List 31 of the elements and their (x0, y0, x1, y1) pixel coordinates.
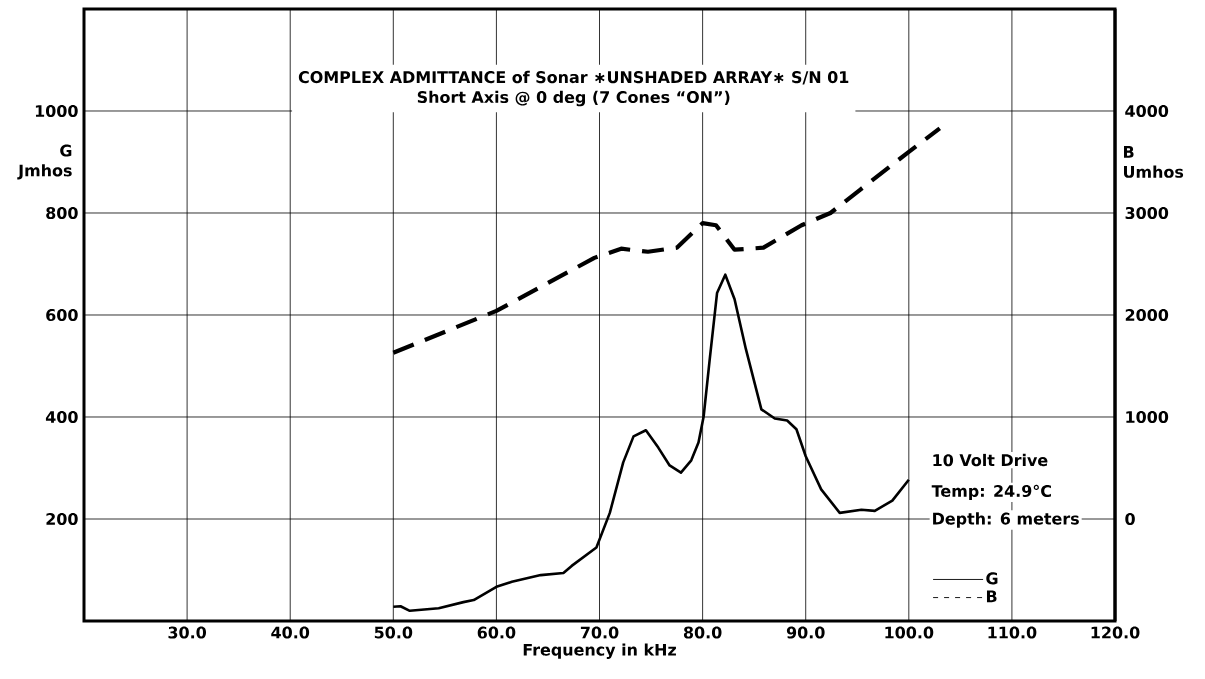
x-tick-label: 60.0 (477, 626, 516, 639)
y-tick-label: 600 (46, 308, 78, 322)
y-tick-label: 800 (46, 206, 78, 220)
legend-label: G (986, 572, 998, 585)
x-tick-label: 50.0 (374, 626, 413, 639)
y2-tick-label: 3000 (1125, 206, 1169, 220)
y2-tick-label: 4000 (1125, 104, 1169, 118)
annotation: Temp: 24.9°C (931, 484, 1051, 501)
y-axis-title: G Jmhos (17, 144, 72, 180)
x-tick-label: 120.0 (1091, 626, 1140, 639)
y-tick-label: 200 (46, 512, 78, 526)
text: Short Axis @ 0 deg (7 Cones “ON”) (417, 90, 730, 107)
annotation: Depth: 6 meters (933, 512, 1079, 528)
y2-tick-label: 0 (1125, 512, 1135, 526)
x-tick-label: 30.0 (168, 626, 207, 639)
x-tick-label: 70.0 (580, 626, 619, 639)
x-tick-label: 90.0 (786, 626, 825, 639)
x-tick-label: 80.0 (683, 626, 722, 639)
annotation: 10 Volt Drive (933, 453, 1048, 467)
y-tick-label: 1000 (35, 104, 78, 118)
legend-label: B (986, 590, 997, 603)
x-tick-label: 100.0 (885, 626, 934, 639)
y2-tick-label: 2000 (1125, 308, 1169, 322)
y-tick-label: 400 (45, 410, 78, 424)
text: COMPLEX ADMITTANCE of Sonar ∗UNSHADED ARRAY∗ S/N 01 (298, 70, 849, 85)
y2-axis-title: B Umhos (1124, 146, 1184, 178)
line-series (391, 126, 942, 355)
x-tick-label: 110.0 (988, 626, 1037, 639)
x-axis-title: Frequency in kHz (523, 643, 676, 659)
x-tick-label: 40.0 (271, 626, 310, 639)
y2-tick-label: 1000 (1126, 410, 1169, 424)
